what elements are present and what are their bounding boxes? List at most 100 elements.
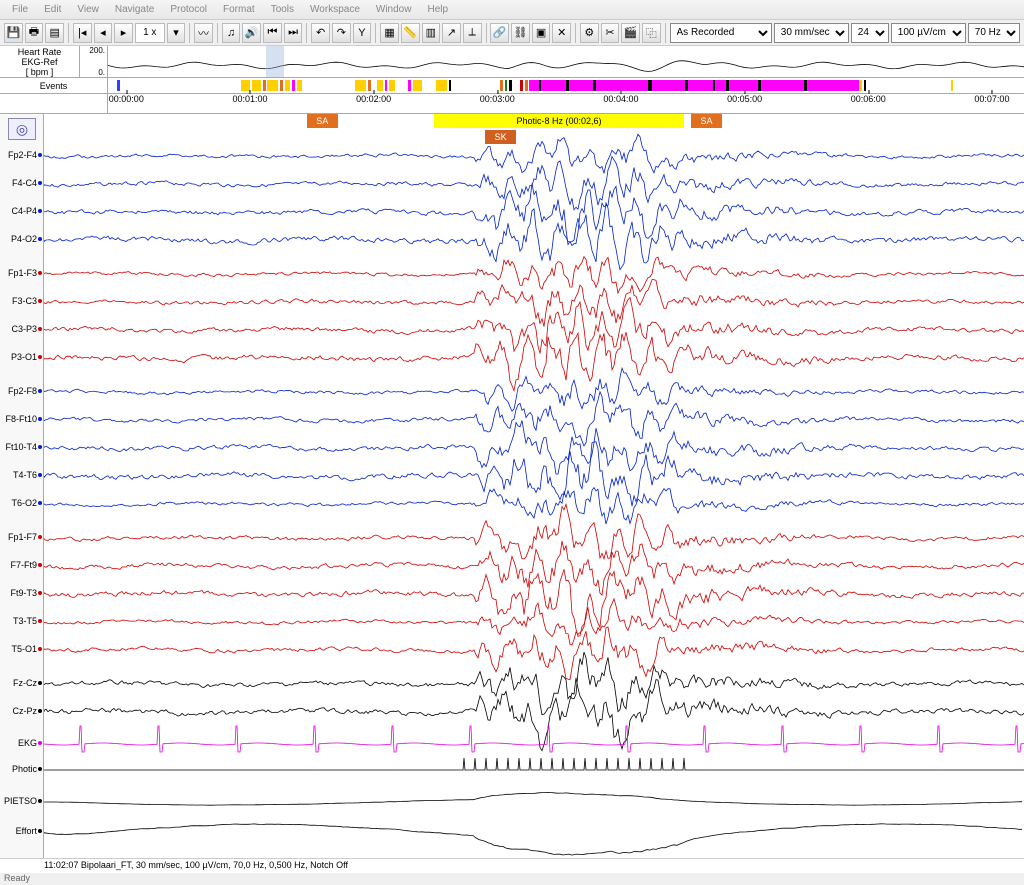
event-mark[interactable] xyxy=(859,80,862,91)
channel-t6-o2[interactable]: T6-O2 xyxy=(0,498,43,508)
event-mark[interactable] xyxy=(505,80,508,91)
event-mark[interactable] xyxy=(408,80,411,91)
play-icon[interactable]: ▸ xyxy=(114,23,133,43)
menu-view[interactable]: View xyxy=(69,4,107,15)
channel-ft9-t3[interactable]: Ft9-T3 xyxy=(0,588,43,598)
event-mark[interactable] xyxy=(525,80,528,91)
event-mark[interactable] xyxy=(280,80,283,91)
channel-pietso[interactable]: PIETSO xyxy=(0,796,43,806)
target-icon[interactable]: ◎ xyxy=(8,118,36,140)
event-mark[interactable] xyxy=(241,80,250,91)
channel-fz-cz[interactable]: Fz-Cz xyxy=(0,678,43,688)
event-mark[interactable] xyxy=(297,80,302,91)
event-mark[interactable] xyxy=(263,80,266,91)
menu-edit[interactable]: Edit xyxy=(36,4,69,15)
channel-c4-p4[interactable]: C4-P4 xyxy=(0,206,43,216)
channel-ft10-t4[interactable]: Ft10-T4 xyxy=(0,442,43,452)
save-icon[interactable]: 💾 xyxy=(4,23,23,43)
channel-c3-p3[interactable]: C3-P3 xyxy=(0,324,43,334)
channel-photic[interactable]: Photic xyxy=(0,764,43,774)
event-mark[interactable] xyxy=(713,80,716,91)
rewind-icon[interactable]: ◂ xyxy=(94,23,113,43)
ruler-icon[interactable]: 📏 xyxy=(401,23,420,43)
event-mark[interactable] xyxy=(385,80,388,91)
event-mark[interactable] xyxy=(509,80,512,91)
speaker-icon[interactable]: 🔊 xyxy=(242,23,261,43)
waveform-area[interactable]: SAPhotic-8 Hz (00:02,6)SKSA xyxy=(44,114,1024,858)
video-icon[interactable]: 🎬 xyxy=(621,23,640,43)
print-icon[interactable]: 🖶 xyxy=(25,23,44,43)
menu-bar[interactable]: FileEditViewNavigateProtocolFormatToolsW… xyxy=(0,0,1024,20)
annotation-sa[interactable]: SA xyxy=(691,114,722,128)
arrow-icon[interactable]: ↗ xyxy=(442,23,461,43)
menu-help[interactable]: Help xyxy=(419,4,456,15)
playback-speed[interactable]: 1 x xyxy=(135,23,165,43)
hr-selection[interactable] xyxy=(266,46,284,77)
event-mark[interactable] xyxy=(539,80,542,91)
channel-fp1-f7[interactable]: Fp1-F7 xyxy=(0,532,43,542)
filter-select[interactable]: 70 Hz xyxy=(968,23,1020,43)
copy-icon[interactable]: ⿻ xyxy=(642,23,661,43)
event-mark[interactable] xyxy=(804,80,807,91)
menu-navigate[interactable]: Navigate xyxy=(107,4,162,15)
event-mark[interactable] xyxy=(529,80,859,91)
channel-f4-c4[interactable]: F4-C4 xyxy=(0,178,43,188)
chain-icon[interactable]: ⛓ xyxy=(511,23,530,43)
menu-tools[interactable]: Tools xyxy=(263,4,302,15)
events-track[interactable] xyxy=(108,78,1024,93)
doc-icon[interactable]: ▤ xyxy=(45,23,64,43)
event-mark[interactable] xyxy=(449,80,452,91)
channel-t5-o1[interactable]: T5-O1 xyxy=(0,644,43,654)
menu-format[interactable]: Format xyxy=(215,4,263,15)
event-mark[interactable] xyxy=(436,80,447,91)
event-mark[interactable] xyxy=(864,80,867,91)
channel-p4-o2[interactable]: P4-O2 xyxy=(0,234,43,244)
channel-ekg[interactable]: EKG xyxy=(0,738,43,748)
event-mark[interactable] xyxy=(758,80,761,91)
sensitivity-select[interactable]: 100 µV/cm xyxy=(891,23,966,43)
gear-icon[interactable]: ⚙ xyxy=(580,23,599,43)
event-mark[interactable] xyxy=(685,80,688,91)
redo-icon[interactable]: ↷ xyxy=(332,23,351,43)
link-icon[interactable]: 🔗 xyxy=(490,23,509,43)
rewind2-icon[interactable]: ⏮ xyxy=(263,23,282,43)
channel-t4-t6[interactable]: T4-T6 xyxy=(0,470,43,480)
wave-icon[interactable]: 〰 xyxy=(194,23,213,43)
event-mark[interactable] xyxy=(500,80,503,91)
event-mark[interactable] xyxy=(389,80,394,91)
rewind-start-icon[interactable]: |◂ xyxy=(73,23,92,43)
event-mark[interactable] xyxy=(520,80,523,91)
menu-window[interactable]: Window xyxy=(368,4,420,15)
music-icon[interactable]: ♫ xyxy=(222,23,241,43)
mode-select[interactable]: As Recorded xyxy=(670,23,772,43)
event-mark[interactable] xyxy=(292,80,295,91)
event-mark[interactable] xyxy=(377,80,382,91)
annotation-photic[interactable]: Photic-8 Hz (00:02,6) xyxy=(434,114,684,128)
event-mark[interactable] xyxy=(648,80,652,91)
channel-f8-ft10[interactable]: F8-Ft10 xyxy=(0,414,43,424)
layers-icon[interactable]: ▣ xyxy=(532,23,551,43)
undo-icon[interactable]: ↶ xyxy=(311,23,330,43)
val1-select[interactable]: 24 xyxy=(851,23,889,43)
annotation-sa[interactable]: SA xyxy=(307,114,338,128)
menu-protocol[interactable]: Protocol xyxy=(162,4,215,15)
timebase-select[interactable]: 30 mm/sec xyxy=(774,23,849,43)
forward2-icon[interactable]: ⏭ xyxy=(284,23,303,43)
event-mark[interactable] xyxy=(593,80,596,91)
channel-fp2-f4[interactable]: Fp2-F4 xyxy=(0,150,43,160)
event-mark[interactable] xyxy=(413,80,422,91)
event-mark[interactable] xyxy=(355,80,366,91)
event-mark[interactable] xyxy=(252,80,261,91)
menu-workspace[interactable]: Workspace xyxy=(302,4,368,15)
channel-cz-pz[interactable]: Cz-Pz xyxy=(0,706,43,716)
channel-fp2-f8[interactable]: Fp2-F8 xyxy=(0,386,43,396)
event-mark[interactable] xyxy=(951,80,954,91)
channel-effort[interactable]: Effort xyxy=(0,826,43,836)
doc2-icon[interactable]: ▥ xyxy=(422,23,441,43)
channel-t3-t5[interactable]: T3-T5 xyxy=(0,616,43,626)
event-mark[interactable] xyxy=(267,80,278,91)
hr-chart[interactable] xyxy=(108,46,1024,77)
event-mark[interactable] xyxy=(285,80,290,91)
channel-f3-c3[interactable]: F3-C3 xyxy=(0,296,43,306)
channel-f7-ft9[interactable]: F7-Ft9 xyxy=(0,560,43,570)
